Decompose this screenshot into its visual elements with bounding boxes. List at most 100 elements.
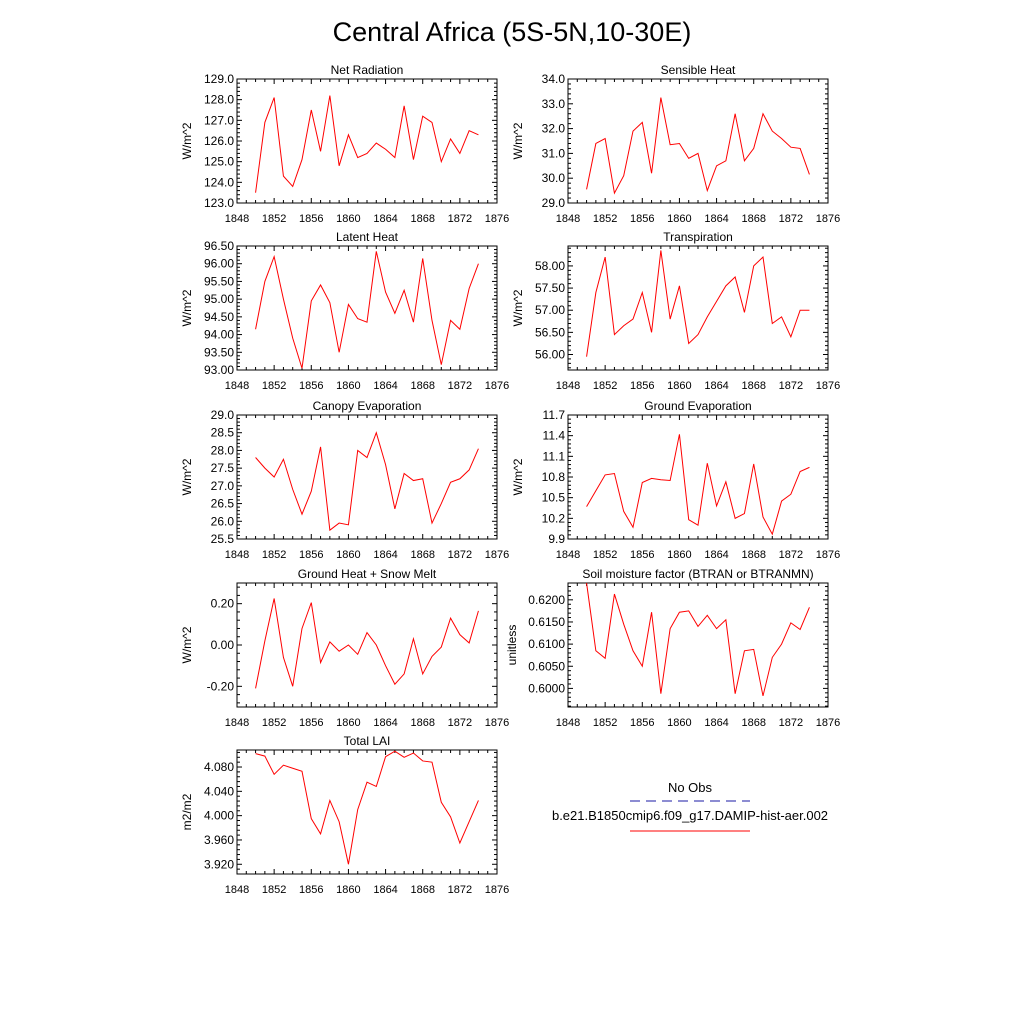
- panel-7: Soil moisture factor (BTRAN or BTRANMN) 1…: [505, 567, 840, 729]
- panel-5: Ground Evaporation 1848 1852 1856 1860 1864 18…: [511, 399, 840, 561]
- y-tick-label: 33.0: [542, 97, 566, 111]
- y-axis-label: W/m^2: [180, 122, 194, 159]
- legend-obs-label: No Obs: [668, 780, 713, 795]
- x-tick-label: 1876: [485, 884, 509, 896]
- x-tick-label: 1860: [667, 213, 691, 225]
- panel-0: Net Radiation 1848 1852 1856 1860 1864 1868 187…: [180, 63, 509, 225]
- y-tick-label: 27.5: [211, 461, 235, 475]
- series-line: [255, 598, 479, 689]
- plot-frame: [567, 414, 829, 540]
- y-tick-label: 127.0: [204, 113, 234, 127]
- x-tick-label: 1868: [410, 213, 434, 225]
- plot-frame: [567, 78, 829, 204]
- x-tick-label: 1864: [373, 213, 397, 225]
- panel-title: Transpiration: [663, 230, 733, 244]
- y-tick-label: 0.00: [211, 638, 235, 652]
- y-axis-label: unitless: [505, 625, 519, 666]
- x-tick-label: 1864: [704, 549, 728, 561]
- y-tick-label: 56.00: [535, 348, 565, 362]
- x-tick-label: 1872: [448, 884, 472, 896]
- panel-2: Latent Heat 1848 1852 1856 1860 1864 1868 1872 1…: [180, 230, 509, 392]
- y-tick-label: 3.920: [204, 857, 234, 871]
- y-tick-label: -0.20: [207, 679, 235, 693]
- panel-4: Canopy Evaporation 1848 1852 1856 1860 1864 18…: [180, 399, 509, 561]
- x-tick-label: 1856: [630, 213, 654, 225]
- legend: No Obs b.e21.B1850cmip6.f09_g17.DAMIP-hi…: [552, 780, 828, 832]
- y-tick-label: 0.6100: [528, 637, 565, 651]
- x-tick-label: 1864: [373, 380, 397, 392]
- x-tick-label: 1848: [225, 213, 249, 225]
- x-tick-label: 1860: [336, 549, 360, 561]
- y-tick-label: 125.0: [204, 155, 234, 169]
- y-tick-label: 9.9: [548, 532, 565, 546]
- x-tick-label: 1872: [779, 717, 803, 729]
- x-tick-label: 1852: [593, 380, 617, 392]
- x-tick-label: 1876: [816, 380, 840, 392]
- figure-title: Central Africa (5S-5N,10-30E): [333, 17, 692, 47]
- x-tick-label: 1860: [667, 549, 691, 561]
- x-tick-label: 1868: [741, 380, 765, 392]
- y-tick-label: 95.50: [204, 274, 234, 288]
- x-tick-label: 1856: [630, 380, 654, 392]
- y-tick-label: 94.00: [204, 328, 234, 342]
- y-tick-label: 0.6050: [528, 659, 565, 673]
- y-tick-label: 29.0: [211, 408, 235, 422]
- y-axis-label: W/m^2: [511, 458, 525, 495]
- y-tick-label: 28.5: [211, 426, 235, 440]
- x-tick-label: 1876: [485, 549, 509, 561]
- y-tick-label: 95.00: [204, 292, 234, 306]
- x-tick-label: 1852: [262, 717, 286, 729]
- y-tick-label: 29.0: [542, 196, 566, 210]
- plot-frame: [236, 749, 498, 875]
- x-tick-label: 1860: [667, 717, 691, 729]
- y-tick-label: 129.0: [204, 72, 234, 86]
- series-line: [586, 97, 810, 195]
- x-tick-label: 1856: [299, 380, 323, 392]
- x-tick-label: 1856: [299, 549, 323, 561]
- y-axis-label: W/m^2: [180, 458, 194, 495]
- y-tick-label: 4.000: [204, 809, 234, 823]
- y-tick-label: 123.0: [204, 196, 234, 210]
- y-tick-label: 0.20: [211, 597, 235, 611]
- x-tick-label: 1852: [262, 213, 286, 225]
- y-tick-label: 0.6200: [528, 593, 565, 607]
- x-tick-label: 1856: [630, 549, 654, 561]
- y-axis-label: W/m^2: [511, 122, 525, 159]
- y-tick-label: 11.7: [543, 408, 566, 422]
- y-tick-label: 4.080: [204, 760, 234, 774]
- x-tick-label: 1864: [373, 549, 397, 561]
- series-line: [255, 251, 479, 369]
- x-tick-label: 1860: [336, 884, 360, 896]
- x-tick-label: 1872: [779, 380, 803, 392]
- y-tick-label: 96.00: [204, 257, 234, 271]
- x-tick-label: 1864: [373, 717, 397, 729]
- x-tick-label: 1848: [225, 380, 249, 392]
- y-tick-label: 93.00: [204, 363, 234, 377]
- y-axis-label: W/m^2: [180, 626, 194, 663]
- panel-title: Sensible Heat: [661, 63, 736, 77]
- y-tick-label: 57.00: [535, 303, 565, 317]
- series-line: [586, 434, 810, 536]
- y-tick-label: 0.6000: [528, 681, 565, 695]
- x-tick-label: 1852: [262, 549, 286, 561]
- x-tick-label: 1876: [485, 380, 509, 392]
- plot-frame: [236, 78, 498, 204]
- y-axis-label: m2/m2: [180, 793, 194, 830]
- x-tick-label: 1868: [410, 380, 434, 392]
- panel-6: Ground Heat + Snow Melt 1848 1852 1856 1860 1…: [180, 567, 509, 729]
- y-axis-label: W/m^2: [511, 289, 525, 326]
- x-tick-label: 1856: [299, 717, 323, 729]
- y-tick-label: 10.2: [542, 511, 566, 525]
- x-tick-label: 1852: [262, 380, 286, 392]
- x-tick-label: 1848: [556, 549, 580, 561]
- y-tick-label: 56.50: [535, 325, 565, 339]
- x-tick-label: 1860: [667, 380, 691, 392]
- y-axis-label: W/m^2: [180, 289, 194, 326]
- y-tick-label: 94.50: [204, 310, 234, 324]
- panel-title: Ground Evaporation: [644, 399, 751, 413]
- panel-1: Sensible Heat 1848 1852 1856 1860 1864 1868 187…: [511, 63, 840, 225]
- y-tick-label: 26.0: [211, 514, 235, 528]
- y-tick-label: 96.50: [204, 239, 234, 253]
- x-tick-label: 1876: [816, 549, 840, 561]
